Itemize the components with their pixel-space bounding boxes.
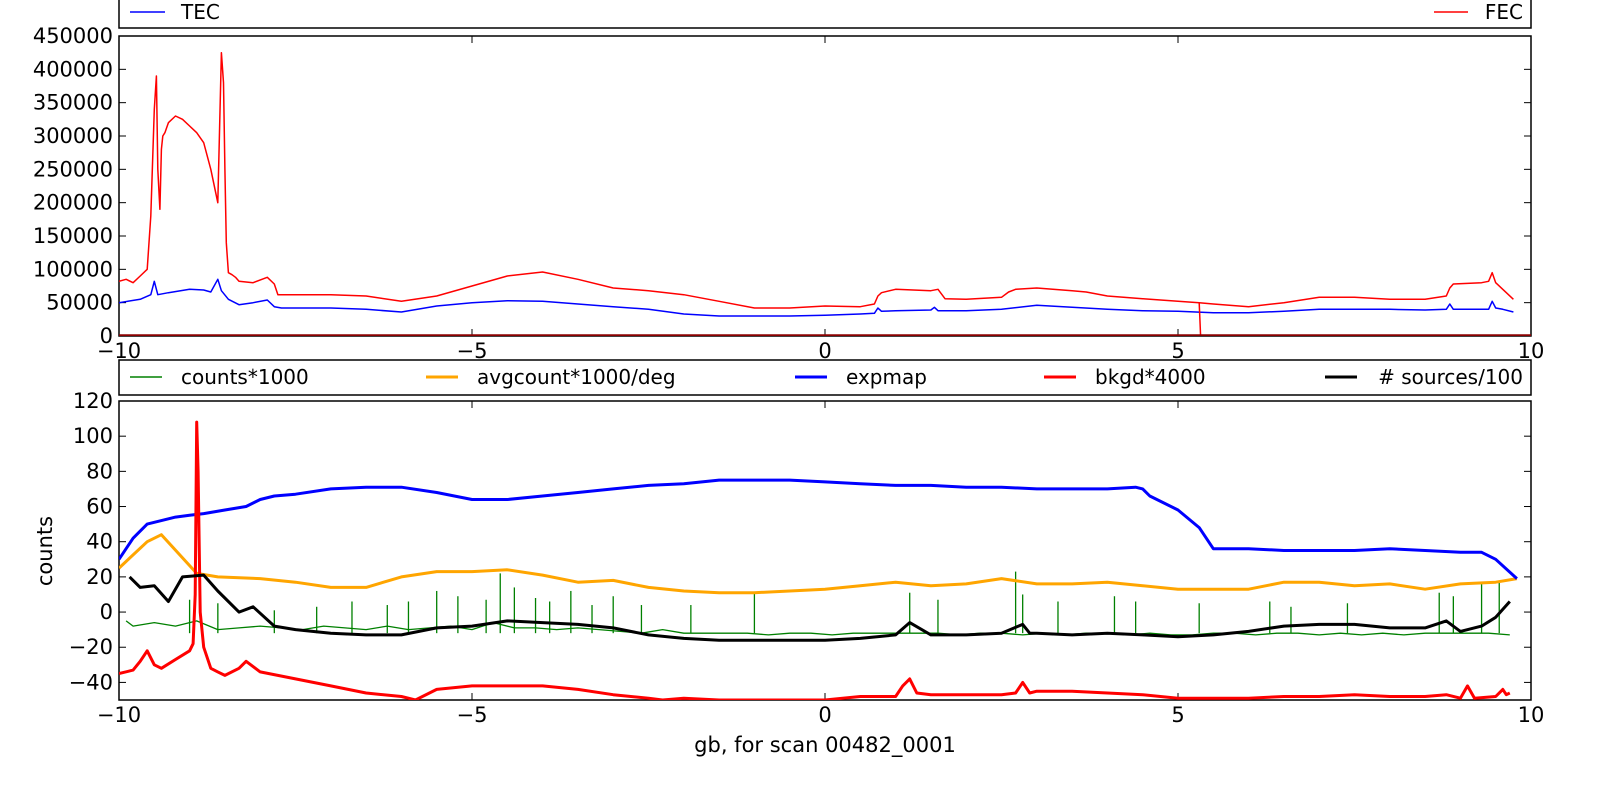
- top-x-axis: −10 −5 0 5 10: [97, 36, 1545, 363]
- top-y-tick-label: 100000: [33, 257, 113, 281]
- top-x-tick-label: 10: [1518, 339, 1545, 363]
- top-y-tick-label: 250000: [33, 157, 113, 181]
- bottom-x-tick-label: −5: [457, 703, 488, 727]
- top-line-fec: [119, 51, 1514, 309]
- top-y-tick-label: 300000: [33, 124, 113, 148]
- top-y-tick-label: 0: [100, 324, 113, 348]
- bottom-line-sources-100: [128, 573, 1511, 642]
- bottom-y-axis: −40 −20 0 20 40 60 80 100 120: [69, 389, 1531, 694]
- bottom-line-counts-1000: [125, 620, 1510, 636]
- top-line-series-2: [1198, 302, 1202, 336]
- bottom-y-tick-label: 120: [73, 389, 113, 413]
- top-legend-frame: [118, 0, 1532, 29]
- top-legend: TEC FEC: [118, 0, 1532, 29]
- top-x-tick-label: 0: [818, 339, 831, 363]
- top-line-tec: [119, 278, 1514, 317]
- bottom-y-tick-label: −40: [69, 670, 113, 694]
- top-axes-frame: [118, 35, 1532, 337]
- bottom-y-tick-label: −20: [69, 635, 113, 659]
- bottom-y-tick-label: 100: [73, 424, 113, 448]
- bottom-line-bkgd-4000: [119, 420, 1511, 700]
- bottom-y-tick-label: 0: [100, 600, 113, 624]
- bottom-y-tick-label: 60: [86, 495, 113, 519]
- bottom-plot-lines: [119, 420, 1518, 700]
- top-x-tick-label: 5: [1171, 339, 1184, 363]
- top-x-tick-label: −5: [457, 339, 488, 363]
- legend-bkgd-label: bkgd*4000: [1095, 365, 1206, 389]
- top-y-axis: 0 50000 100000 150000 200000 250000 300000 3500…: [33, 24, 1531, 348]
- legend-avgcount-label: avgcount*1000/deg: [477, 365, 676, 389]
- top-y-tick-label: 450000: [33, 24, 113, 48]
- bottom-x-tick-label: −10: [97, 703, 141, 727]
- top-y-tick-label: 200000: [33, 191, 113, 215]
- legend-sources-label: # sources/100: [1378, 365, 1523, 389]
- legend-fec-label: FEC: [1485, 0, 1523, 24]
- top-y-tick-label: 350000: [33, 91, 113, 115]
- bottom-axes: −10 −5 0 5 10 −40 −20 0 20 40 60 80 100 120: [69, 389, 1545, 727]
- top-y-tick-label: 400000: [33, 57, 113, 81]
- bottom-line-avgcount-1000-deg: [119, 533, 1518, 595]
- bottom-y-tick-label: 20: [86, 565, 113, 589]
- bottom-x-tick-label: 0: [818, 703, 831, 727]
- legend-tec-label: TEC: [180, 0, 220, 24]
- bottom-legend: counts*1000 avgcount*1000/deg expmap bkg…: [118, 359, 1532, 396]
- bottom-line-expmap: [119, 478, 1518, 580]
- bottom-y-tick-label: 80: [86, 459, 113, 483]
- bottom-x-axis: −10 −5 0 5 10: [97, 401, 1545, 727]
- y-axis-title: counts: [33, 516, 57, 586]
- top-axes: −10 −5 0 5 10 0 50000 100000 150000 200000 250000…: [33, 24, 1545, 363]
- bottom-x-tick-label: 5: [1171, 703, 1184, 727]
- x-axis-title: gb, for scan 00482_0001: [694, 733, 956, 758]
- top-y-tick-label: 50000: [46, 291, 113, 315]
- top-y-tick-label: 150000: [33, 224, 113, 248]
- top-x-tick-label: −10: [97, 339, 141, 363]
- legend-counts-label: counts*1000: [181, 365, 309, 389]
- legend-expmap-label: expmap: [846, 365, 927, 389]
- top-plot-lines: [119, 51, 1531, 336]
- bottom-x-tick-label: 10: [1518, 703, 1545, 727]
- bottom-y-tick-label: 40: [86, 530, 113, 554]
